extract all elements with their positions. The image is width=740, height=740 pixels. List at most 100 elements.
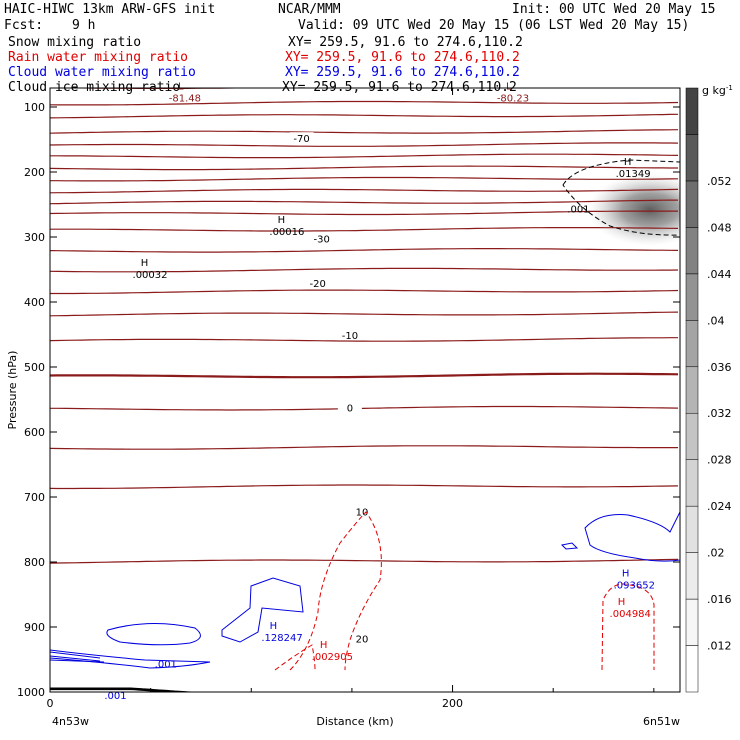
field-xy-cloud-water: XY= 259.5, 91.6 to 274.6,110.2 bbox=[285, 65, 520, 80]
colorbar-level-label: .052 bbox=[707, 175, 732, 188]
cloud-water-contour bbox=[50, 649, 211, 669]
field-xy-snow: XY= 259.5, 91.6 to 274.6,110.2 bbox=[288, 35, 523, 50]
org-label: NCAR/MMM bbox=[278, 2, 341, 17]
colorbar-unit-exponent: -1 bbox=[726, 84, 733, 92]
colorbar-level-label: .016 bbox=[707, 593, 732, 606]
cloud-water-contour bbox=[50, 651, 105, 663]
isotherm-label: -30 bbox=[314, 234, 330, 245]
isotherm-line bbox=[50, 558, 679, 564]
init-time: Init: 00 UTC Wed 20 May 15 bbox=[512, 2, 716, 17]
y-tick-label: 600 bbox=[24, 426, 45, 439]
extremum-value: .002905 bbox=[312, 652, 353, 663]
colorbar-swatch bbox=[685, 273, 699, 321]
colorbar-level-label: .04 bbox=[707, 314, 725, 327]
field-xy-rain: XY= 259.5, 91.6 to 274.6,110.2 bbox=[285, 50, 520, 65]
extremum-marker: H bbox=[270, 621, 278, 632]
terrain-surface-line bbox=[50, 687, 198, 692]
extremum-marker: H bbox=[618, 597, 626, 608]
field-xy-cloud-ice: XY= 259.5, 91.6 to 274.6,110.2 bbox=[282, 80, 517, 95]
extremum-value: .128247 bbox=[261, 633, 302, 644]
extremum-value: .00016 bbox=[269, 227, 304, 238]
colorbar-level-label: .036 bbox=[707, 361, 732, 374]
colorbar-swatch bbox=[685, 320, 699, 368]
isotherm-line bbox=[50, 248, 679, 253]
colorbar-level-label: .012 bbox=[707, 640, 732, 653]
isotherm-line bbox=[50, 113, 679, 119]
isotherm-label: 20 bbox=[356, 635, 369, 646]
plot-frame bbox=[49, 87, 681, 693]
extremum-value: -80.23 bbox=[497, 94, 529, 105]
colorbar-swatch bbox=[685, 645, 699, 693]
isotherm-line bbox=[50, 267, 679, 273]
isotherm-line bbox=[50, 165, 678, 171]
y-tick-label: 100 bbox=[24, 101, 45, 114]
isotherm-line bbox=[50, 100, 679, 106]
colorbar-level-label: .024 bbox=[707, 500, 732, 513]
colorbar-unit-base: g kg bbox=[702, 84, 726, 97]
contour-value-label: .001 bbox=[155, 659, 177, 670]
extremum-marker: H bbox=[141, 258, 149, 269]
extremum-value: .004984 bbox=[610, 609, 651, 620]
colorbar-swatch bbox=[685, 598, 699, 646]
extremum-value: .01349 bbox=[616, 169, 651, 180]
colorbar-swatch bbox=[685, 552, 699, 600]
isotherm-line bbox=[50, 337, 678, 342]
isotherm-label-bg bbox=[309, 232, 334, 244]
colorbar-swatch bbox=[685, 134, 699, 182]
isotherm-label: -10 bbox=[342, 331, 358, 342]
valid-time: Valid: 09 UTC Wed 20 May 15 (06 LST Wed … bbox=[298, 18, 690, 33]
y-tick-label: 700 bbox=[24, 491, 45, 504]
extremum-value: .093652 bbox=[614, 581, 655, 592]
isotherm-line bbox=[50, 484, 679, 490]
model-title: HAIC-HIWC 13km ARW-GFS init bbox=[4, 2, 216, 17]
isotherm-line bbox=[50, 153, 679, 159]
x-endpoint-left: 4n53w bbox=[52, 715, 89, 728]
y-tick-label: 300 bbox=[24, 231, 45, 244]
extremum-marker: H bbox=[278, 215, 286, 226]
x-axis-label: Distance (km) bbox=[316, 715, 393, 728]
colorbar-level-label: .048 bbox=[707, 221, 732, 234]
isotherm-label-bg bbox=[349, 632, 374, 644]
x-tick-label: 0 bbox=[47, 697, 54, 710]
isotherm-label: -20 bbox=[310, 279, 326, 290]
colorbar-level-label: .02 bbox=[707, 547, 725, 560]
isotherm-line bbox=[50, 129, 679, 134]
extremum-marker: H bbox=[320, 640, 328, 651]
y-tick-label: 500 bbox=[24, 361, 45, 374]
rain-water-contour bbox=[274, 644, 316, 671]
isotherm-line bbox=[50, 445, 678, 450]
y-tick-label: 1000 bbox=[17, 686, 45, 699]
extremum-value: -81.48 bbox=[169, 94, 201, 105]
extremum-marker: L bbox=[178, 82, 184, 93]
isotherm-line bbox=[50, 405, 679, 411]
extremum-value: .00032 bbox=[133, 270, 168, 281]
colorbar-swatch bbox=[685, 505, 699, 553]
cloud-water-contour bbox=[584, 511, 680, 562]
colorbar-swatch bbox=[685, 227, 699, 275]
colorbar-level-label: .044 bbox=[707, 268, 732, 281]
x-endpoint-right: 6n51w bbox=[643, 715, 680, 728]
fcst-label: Fcst: bbox=[4, 18, 44, 33]
isotherm-label-bg bbox=[337, 329, 362, 341]
contour-value-label: .001 bbox=[104, 691, 126, 702]
y-tick-label: 200 bbox=[24, 166, 45, 179]
isotherm-label: 10 bbox=[356, 507, 369, 518]
field-name-rain: Rain water mixing ratio bbox=[8, 50, 189, 65]
isotherm-line bbox=[50, 311, 679, 317]
colorbar-swatch bbox=[685, 412, 699, 460]
isotherm-line bbox=[50, 210, 678, 216]
colorbar-swatch bbox=[685, 87, 699, 135]
cloud-water-contour bbox=[560, 542, 579, 550]
contour-value-label: .001 bbox=[567, 204, 589, 215]
colorbar-swatch bbox=[685, 366, 699, 414]
plot-area: -70-30-20-1001020L-81.48L-80.23H.00016H.… bbox=[6, 82, 681, 728]
extremum-marker: H bbox=[622, 569, 630, 580]
colorbar-unit: g kg-1 bbox=[702, 84, 733, 97]
isotherm-line bbox=[50, 142, 679, 147]
colorbar-level-label: .028 bbox=[707, 454, 732, 467]
extremum-marker: H bbox=[624, 157, 632, 168]
fcst-value: 9 h bbox=[72, 18, 96, 33]
isotherm-line bbox=[50, 176, 679, 182]
isotherm-label-bg bbox=[289, 132, 314, 144]
colorbar-swatch bbox=[685, 459, 699, 507]
